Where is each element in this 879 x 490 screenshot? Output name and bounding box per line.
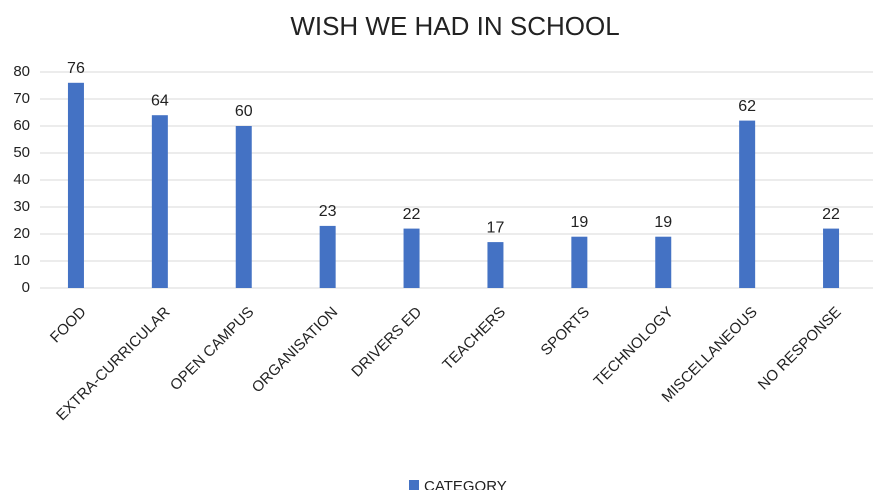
legend-label: CATEGORY	[424, 478, 507, 490]
bar	[67, 82, 84, 288]
x-tick-label: OPEN CAMPUS	[167, 304, 257, 394]
y-tick-label: 60	[13, 117, 30, 134]
data-label: 17	[487, 219, 505, 236]
bar	[235, 126, 252, 288]
bar	[403, 228, 420, 288]
y-tick-label: 10	[13, 252, 30, 269]
y-tick-label: 50	[13, 144, 30, 161]
bar	[823, 228, 840, 288]
y-tick-label: 70	[13, 90, 30, 107]
x-tick-label: DRIVERS ED	[348, 303, 425, 380]
x-tick-label: TECHNOLOGY	[591, 304, 677, 390]
y-tick-label: 20	[13, 225, 30, 242]
data-label: 19	[570, 214, 588, 231]
data-label: 62	[738, 98, 756, 115]
bar	[655, 236, 672, 288]
y-tick-label: 0	[22, 279, 30, 296]
y-tick-label: 40	[13, 171, 30, 188]
x-tick-label: MISCELLANEOUS	[659, 304, 761, 406]
legend-swatch	[409, 480, 419, 490]
chart-title: WISH WE HAD IN SCHOOL	[290, 11, 619, 41]
data-label: 64	[151, 92, 169, 109]
data-label: 23	[319, 203, 337, 220]
bar	[487, 242, 504, 288]
x-tick-label: SPORTS	[538, 304, 593, 359]
data-label: 76	[67, 60, 85, 77]
x-tick-label: NO RESPONSE	[755, 304, 845, 394]
x-tick-label: TEACHERS	[439, 304, 509, 374]
bar	[739, 120, 756, 288]
bar	[571, 236, 588, 288]
x-tick-label: FOOD	[47, 304, 90, 347]
bar	[151, 115, 168, 288]
bar	[319, 225, 336, 288]
y-tick-label: 30	[13, 198, 30, 215]
data-label: 19	[654, 214, 672, 231]
data-label: 60	[235, 103, 253, 120]
data-label: 22	[403, 206, 421, 223]
data-label: 22	[822, 206, 840, 223]
x-tick-label: ORGANISATION	[249, 304, 342, 397]
y-tick-label: 80	[13, 63, 30, 80]
